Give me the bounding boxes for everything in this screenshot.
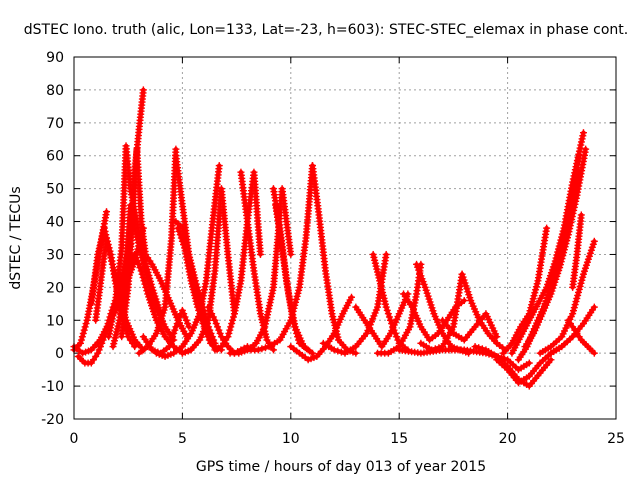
series-track	[400, 290, 468, 344]
series-track	[105, 142, 165, 341]
y-tick-label: 0	[55, 346, 64, 362]
series-track	[395, 346, 533, 374]
x-tick-label: 20	[499, 431, 517, 447]
series-track	[439, 310, 501, 344]
y-tick-label: 40	[46, 215, 64, 231]
series-track	[211, 168, 264, 354]
series-track	[319, 250, 390, 357]
grid-lines	[74, 57, 616, 419]
series-track	[152, 162, 223, 360]
y-tick-label: 50	[46, 182, 64, 198]
x-axis-ticks: 0 5 10 15 20 25	[70, 57, 625, 447]
series-track	[352, 290, 412, 351]
y-axis-ticks: -20 -10 0 10 20 30 40 50 60 70 80 90	[41, 50, 616, 428]
series-track	[139, 306, 193, 357]
x-tick-label: 15	[390, 431, 408, 447]
y-tick-label: 10	[46, 313, 64, 329]
series-track	[120, 86, 147, 308]
series-track	[536, 237, 598, 357]
x-tick-label: 25	[607, 431, 625, 447]
chart-title: dSTEC Iono. truth (alic, Lon=133, Lat=-2…	[24, 22, 628, 38]
series-track	[135, 145, 180, 357]
y-tick-label: 30	[46, 247, 64, 263]
y-tick-label: 90	[46, 50, 64, 66]
y-tick-label: -20	[41, 412, 64, 428]
y-tick-label: 20	[46, 280, 64, 296]
x-tick-label: 5	[178, 431, 187, 447]
series-track	[525, 168, 583, 344]
x-tick-label: 0	[70, 431, 79, 447]
x-tick-label: 10	[282, 431, 300, 447]
data-series	[70, 86, 598, 390]
y-tick-label: 80	[46, 83, 64, 99]
series-track	[499, 224, 551, 357]
y-tick-label: 60	[46, 149, 64, 165]
y-tick-label: 70	[46, 116, 64, 132]
y-tick-label: -10	[41, 379, 64, 395]
